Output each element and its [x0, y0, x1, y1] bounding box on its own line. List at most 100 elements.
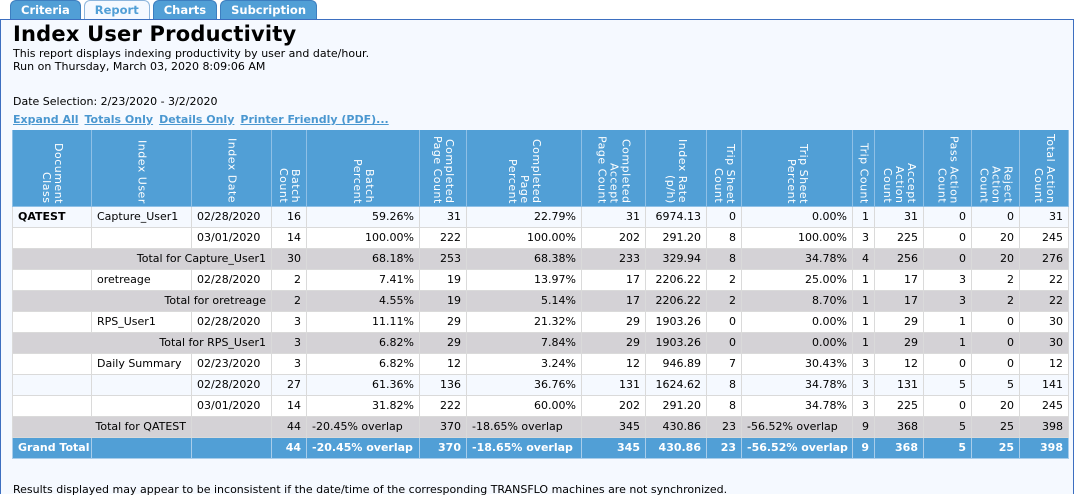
table-cell: 3 — [271, 331, 307, 354]
table-cell: 8 — [706, 247, 742, 270]
column-header-label: Completed Page Count — [431, 135, 456, 204]
table-row: 03/01/2020 14 31.82% 222 60.00% 202 291.20 8 34.… — [12, 394, 1069, 417]
table-cell: 0 — [923, 205, 972, 228]
table-cell: 1 — [852, 205, 875, 228]
table-cell: 30.43% — [741, 352, 853, 375]
table-cell: -18.65% overlap — [466, 436, 582, 459]
table-cell: 1 — [923, 310, 972, 333]
header-row: Document Class Index User Index Date Batch … — [12, 130, 1069, 207]
table-cell: 22 — [1019, 289, 1069, 312]
tab-report[interactable]: Report — [83, 0, 150, 21]
column-header: Pass Action Count — [923, 130, 972, 207]
table-cell: 8 — [706, 394, 742, 417]
details-only-link[interactable]: Details Only — [159, 113, 235, 126]
table-cell: 0 — [971, 331, 1020, 354]
column-header: Document Class — [12, 130, 92, 207]
table-cell: 23 — [706, 415, 742, 438]
column-header-label: Trip Sheet Count — [712, 143, 737, 204]
table-cell: 34.78% — [741, 373, 853, 396]
table-cell: 1903.26 — [645, 331, 707, 354]
table-cell — [191, 436, 272, 459]
table-cell: 430.86 — [645, 415, 707, 438]
table-cell — [91, 226, 192, 249]
column-header: Batch Count — [271, 130, 307, 207]
totals-only-link[interactable]: Totals Only — [84, 113, 154, 126]
column-header-label: Index Rate (p/h) — [664, 139, 689, 204]
table-cell: 6.82% — [306, 352, 420, 375]
table-cell — [12, 352, 92, 375]
column-header-label: Trip Count — [857, 142, 871, 204]
total-row: Total for RPS_User1 3 6.82% 29 7.84% 29 1903.2… — [12, 331, 1069, 354]
table-cell: 8 — [706, 226, 742, 249]
table-cell: 02/28/2020 — [191, 373, 272, 396]
table-cell: 430.86 — [645, 436, 707, 459]
table-cell: 276 — [1019, 247, 1069, 270]
table-cell: 1 — [923, 331, 972, 354]
table-cell — [91, 373, 192, 396]
table-cell: 1903.26 — [645, 310, 707, 333]
printer-friendly-link[interactable]: Printer Friendly (PDF)... — [240, 113, 389, 126]
table-cell: 368 — [874, 415, 924, 438]
table-cell: 31 — [419, 205, 467, 228]
table-cell: 25.00% — [741, 268, 853, 291]
table-cell: 100.00% — [741, 226, 853, 249]
table-cell: 17 — [581, 289, 646, 312]
table-cell: 0 — [971, 310, 1020, 333]
table-cell: 5.14% — [466, 289, 582, 312]
table-cell: 31 — [1019, 205, 1069, 228]
table-cell: 13.97% — [466, 268, 582, 291]
tab-charts[interactable]: Charts — [152, 0, 218, 20]
table-cell: 245 — [1019, 226, 1069, 249]
table-cell: 291.20 — [645, 394, 707, 417]
column-header: Index User — [91, 130, 192, 207]
table-cell: 17 — [581, 268, 646, 291]
column-header: Accept Action Count — [874, 130, 924, 207]
column-header: Completed Page Percent — [466, 130, 582, 207]
table-cell — [12, 310, 92, 333]
tab-subcription[interactable]: Subcription — [220, 0, 317, 20]
column-header: Trip Sheet Percent — [741, 130, 853, 207]
table-cell: Capture_User1 — [91, 205, 192, 228]
table-cell: 21.32% — [466, 310, 582, 333]
table-row: QATEST Capture_User1 02/28/2020 16 59.26% 31 2… — [12, 205, 1069, 228]
table-cell: 9 — [852, 415, 875, 438]
table-cell: 1 — [852, 331, 875, 354]
column-header: Index Date — [191, 130, 272, 207]
table-cell: 5 — [923, 415, 972, 438]
table-cell: 345 — [581, 436, 646, 459]
table-cell: 345 — [581, 415, 646, 438]
table-cell: 398 — [1019, 436, 1069, 459]
column-header-label: Completed Accept Page Count — [595, 135, 633, 204]
column-header-label: Trip Sheet Percent — [785, 143, 810, 204]
table-cell: 23 — [706, 436, 742, 459]
table-cell — [91, 436, 192, 459]
table-cell: 8 — [706, 373, 742, 396]
table-cell: 3 — [852, 226, 875, 249]
table-cell: 1624.62 — [645, 373, 707, 396]
table-cell: RPS_User1 — [91, 310, 192, 333]
tab-criteria[interactable]: Criteria — [10, 0, 81, 20]
table-cell: 1 — [852, 289, 875, 312]
table-cell: 3 — [852, 373, 875, 396]
table-cell: 136 — [419, 373, 467, 396]
table-cell: 29 — [581, 310, 646, 333]
table-cell: 31 — [874, 205, 924, 228]
table-cell: 11.11% — [306, 310, 420, 333]
table-cell: 30 — [1019, 331, 1069, 354]
column-header: Completed Page Count — [419, 130, 467, 207]
column-header-label: Reject Action Count — [977, 166, 1015, 204]
table-cell: 0 — [923, 394, 972, 417]
column-header-label: Index User — [135, 139, 149, 204]
expand-all-link[interactable]: Expand All — [13, 113, 79, 126]
table-cell: 02/28/2020 — [191, 205, 272, 228]
table-cell: 03/01/2020 — [191, 394, 272, 417]
table-cell: 222 — [419, 394, 467, 417]
table-cell: 25 — [971, 436, 1020, 459]
table-cell: 6974.13 — [645, 205, 707, 228]
table-cell: Total for RPS_User1 — [12, 331, 272, 354]
table-cell: Daily Summary — [91, 352, 192, 375]
table-cell: 2 — [971, 289, 1020, 312]
table-cell: 329.94 — [645, 247, 707, 270]
table-cell: 1 — [852, 310, 875, 333]
table-cell: 370 — [419, 436, 467, 459]
